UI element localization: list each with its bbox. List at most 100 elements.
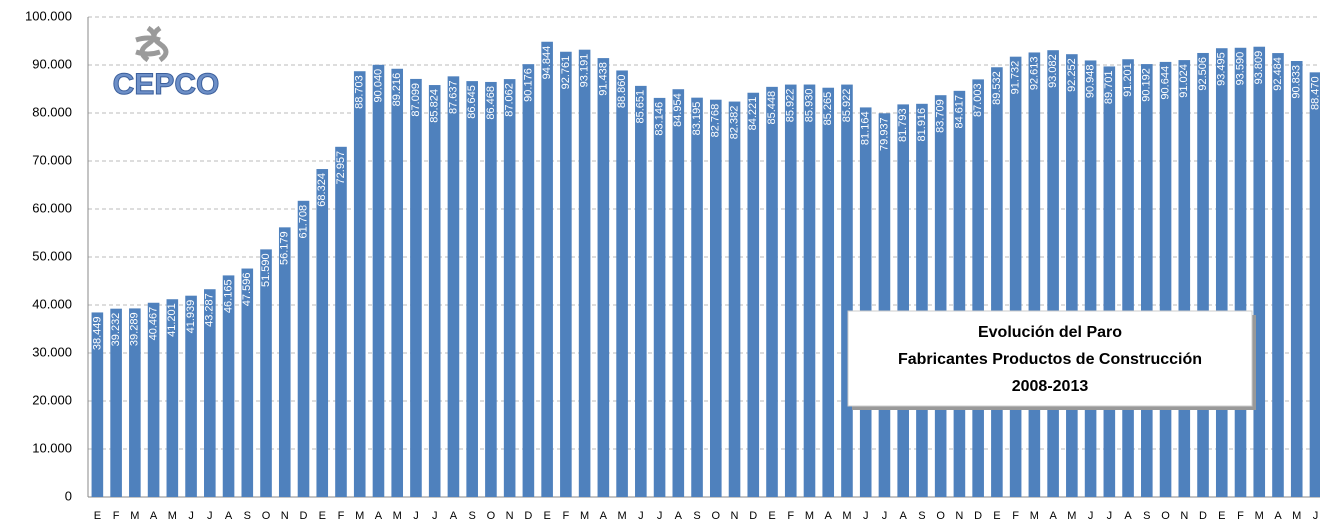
bar [991, 67, 1003, 497]
y-tick-label: 70.000 [32, 152, 72, 167]
bar [503, 79, 516, 497]
value-label: 40.467 [147, 307, 159, 341]
value-label: 91.732 [1010, 61, 1022, 95]
value-label: 82.768 [710, 104, 722, 138]
x-tick-label: F [1237, 510, 1244, 522]
x-tick-label: J [657, 510, 663, 522]
value-label: 85.265 [822, 92, 834, 126]
x-tick-label: A [1124, 510, 1132, 522]
bar [878, 113, 891, 497]
bar [372, 64, 385, 498]
x-tick-label: E [1218, 510, 1225, 522]
value-label: 43.287 [204, 293, 216, 327]
bar [353, 71, 366, 498]
x-tick-label: D [974, 510, 982, 522]
bar [428, 85, 441, 497]
bar [1122, 59, 1134, 497]
x-tick-label: A [600, 510, 608, 522]
value-label: 93.809 [1253, 51, 1265, 85]
y-tick-label: 90.000 [32, 56, 72, 71]
bar [597, 58, 610, 498]
value-label: 92.252 [1066, 58, 1078, 92]
value-label: 85.824 [429, 89, 441, 123]
x-tick-label: S [693, 510, 700, 522]
x-tick-label: J [638, 510, 644, 522]
value-label: 41.939 [185, 300, 197, 334]
bar [653, 97, 666, 497]
value-label: 94.844 [541, 46, 553, 80]
bar [784, 84, 797, 497]
x-tick-label: A [1274, 510, 1282, 522]
annotation-text: 2008-2013 [1012, 378, 1089, 395]
y-tick-label: 20.000 [32, 392, 72, 407]
x-tick-label: A [1049, 510, 1057, 522]
bar [859, 107, 872, 497]
x-tick-label: J [432, 510, 438, 522]
x-tick-label: E [768, 510, 775, 522]
bar [766, 86, 778, 497]
value-label: 92.506 [1197, 57, 1209, 91]
bar [1272, 53, 1284, 497]
bar [803, 84, 816, 497]
bar [1309, 72, 1320, 498]
value-label: 88.703 [354, 75, 366, 109]
value-label: 86.468 [485, 86, 497, 120]
annotation-background [847, 310, 1253, 407]
x-tick-label: M [805, 510, 814, 522]
x-tick-label: M [1030, 510, 1039, 522]
x-tick-label: M [130, 510, 139, 522]
x-tick-label: J [1107, 510, 1113, 522]
value-label: 86.645 [466, 85, 478, 119]
bar [1009, 56, 1022, 497]
bar [222, 275, 235, 497]
bar [635, 85, 647, 498]
x-tick-label: M [355, 510, 364, 522]
value-label: 91.024 [1178, 64, 1190, 98]
x-tick-label: J [207, 510, 213, 522]
value-label: 39.289 [129, 312, 141, 346]
bar [1253, 46, 1266, 498]
bar [897, 104, 909, 497]
value-label: 83.146 [653, 102, 665, 136]
bar [485, 81, 497, 497]
value-label: 90.040 [372, 69, 384, 103]
bar [297, 200, 310, 497]
x-tick-label: D [1199, 510, 1207, 522]
bar [260, 249, 272, 497]
value-label: 87.637 [447, 80, 459, 114]
bar [1028, 52, 1041, 497]
x-tick-label: F [113, 510, 120, 522]
x-tick-label: D [749, 510, 757, 522]
value-label: 90.948 [1084, 64, 1096, 98]
annotation-text: Fabricantes Productos de Construcción [898, 351, 1202, 368]
x-tick-label: N [955, 510, 963, 522]
x-tick-label: A [225, 510, 233, 522]
bar [972, 79, 984, 498]
x-tick-label: M [168, 510, 177, 522]
bar [410, 78, 422, 497]
value-label: 61.708 [297, 205, 309, 239]
x-tick-label: M [580, 510, 589, 522]
bar [560, 51, 572, 498]
value-label: 68.324 [316, 173, 328, 207]
bar [1103, 66, 1116, 497]
value-label: 85.922 [785, 89, 797, 123]
value-label: 87.062 [504, 83, 516, 117]
bar [578, 49, 591, 498]
value-label: 41.201 [166, 303, 178, 337]
x-tick-label: O [712, 510, 721, 522]
bar [278, 227, 291, 497]
bar [541, 41, 553, 497]
x-tick-label: S [468, 510, 475, 522]
value-label: 81.793 [897, 108, 909, 142]
bar [1290, 61, 1303, 498]
logo: CEPCO [112, 25, 220, 101]
x-tick-label: N [506, 510, 514, 522]
x-tick-label: F [338, 510, 345, 522]
value-label: 90.176 [522, 68, 534, 102]
value-label: 85.922 [841, 89, 853, 123]
value-label: 89.701 [1103, 70, 1115, 104]
value-label: 92.761 [560, 56, 572, 90]
bar [1178, 60, 1191, 497]
x-tick-label: A [675, 510, 683, 522]
